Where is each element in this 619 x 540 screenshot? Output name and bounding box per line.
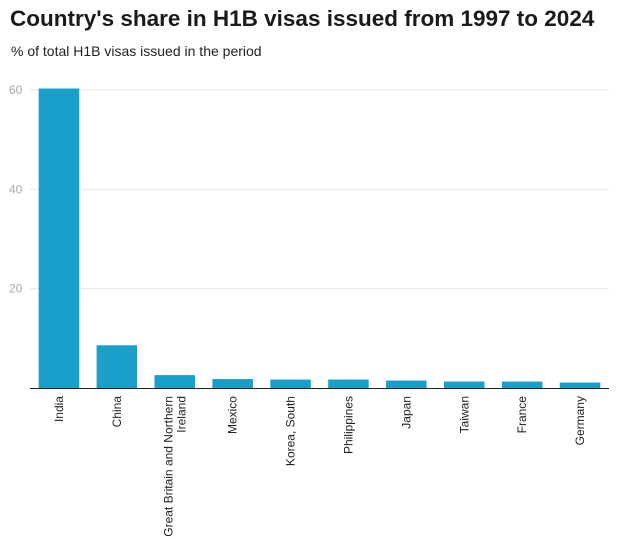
x-tick-label: Mexico — [226, 396, 240, 434]
chart-title: Country's share in H1B visas issued from… — [10, 6, 595, 31]
bar — [559, 382, 601, 388]
x-tick-label: Philippines — [341, 396, 355, 454]
x-tick-label: Great Britain and Northern — [161, 396, 175, 537]
x-tick-label: Germany — [573, 396, 587, 445]
x-tick-label: Japan — [399, 396, 413, 429]
bar — [154, 375, 196, 388]
gridlines — [30, 89, 609, 290]
y-tick-label: 60 — [9, 83, 23, 97]
chart-subtitle: % of total H1B visas issued in the perio… — [11, 43, 262, 59]
bar — [328, 379, 369, 388]
bar — [501, 381, 543, 388]
bar — [443, 381, 485, 388]
x-tick-label: France — [515, 396, 529, 434]
x-tick-label: Korea, South — [284, 396, 298, 466]
y-tick-label: 20 — [9, 282, 23, 296]
bars — [38, 88, 601, 388]
bar — [270, 379, 311, 388]
bar — [96, 345, 138, 388]
x-tick-label: India — [52, 396, 66, 422]
x-tick-label: Ireland — [174, 396, 188, 433]
y-tick-label: 40 — [9, 182, 23, 196]
bar — [386, 380, 427, 388]
bar — [38, 88, 80, 388]
x-axis-category-labels: India China Great Britain and Northern Irel… — [52, 396, 587, 537]
x-tick-label: Taiwan — [457, 396, 471, 433]
y-axis-tick-labels: 20 40 60 — [9, 83, 23, 296]
x-tick-label: China — [110, 396, 124, 428]
bar — [212, 379, 253, 388]
